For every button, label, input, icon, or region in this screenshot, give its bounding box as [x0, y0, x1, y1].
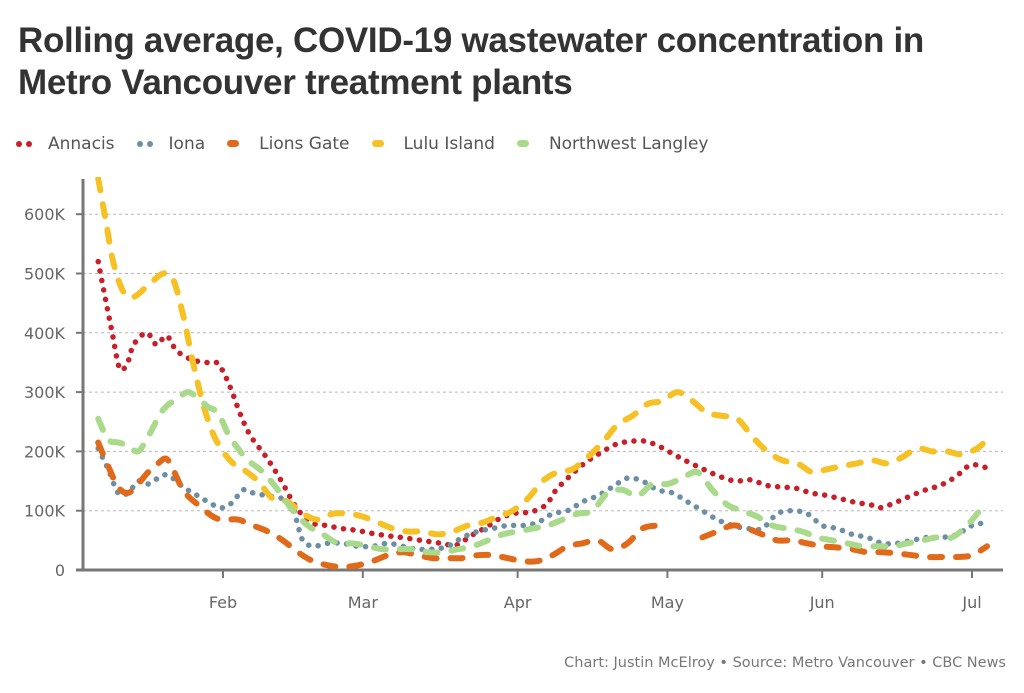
legend-item-iona: Iona: [136, 134, 206, 154]
y-tick-label: 500K: [24, 265, 66, 284]
legend-label: Annacis: [48, 134, 115, 154]
legend-swatch-icon: [371, 140, 390, 148]
series-line-lulu-island: [95, 177, 990, 538]
y-tick-label: 100K: [24, 502, 66, 521]
y-tick-label: 0: [55, 561, 65, 580]
series-group: [95, 177, 990, 571]
chart-plot: 0 100K 200K 300K 400K 500K 600K Feb Mar Apr May Jun…: [24, 177, 1003, 612]
legend: Annacis Iona Lions Gate Lulu Island Northwes…: [16, 132, 730, 156]
x-tick-label: Feb: [209, 593, 237, 612]
chart-title: Rolling average, COVID-19 wastewater con…: [18, 21, 925, 102]
x-tick-label: Mar: [348, 593, 379, 612]
chart-credits: Chart: Justin McElroy • Source: Metro Va…: [564, 655, 1006, 671]
legend-label: Iona: [168, 134, 206, 154]
legend-item-northwest-langley: Northwest Langley: [516, 134, 709, 154]
legend-item-lulu-island: Lulu Island: [371, 134, 495, 154]
legend-swatch-icon: [136, 140, 155, 148]
legend-swatch-icon: [516, 140, 535, 148]
series-line-lions-gate: [699, 522, 990, 561]
legend-item-lions-gate: Lions Gate: [227, 134, 350, 154]
legend-swatch-icon: [16, 140, 34, 148]
x-tick-label: May: [651, 593, 684, 612]
series-line-iona: [95, 445, 990, 553]
y-tick-label: 400K: [24, 324, 66, 343]
legend-label: Lions Gate: [259, 134, 350, 154]
legend-label: Northwest Langley: [548, 134, 709, 154]
x-tick-label: Jun: [809, 593, 835, 612]
y-tick-label: 200K: [24, 442, 66, 461]
legend-label: Lulu Island: [403, 134, 495, 154]
y-tick-label: 300K: [24, 383, 66, 402]
x-tick-label: Jul: [961, 593, 981, 612]
series-line-lions-gate: [95, 439, 661, 571]
x-tick-label: Apr: [504, 593, 532, 612]
legend-swatch-icon: [227, 140, 245, 148]
y-tick-label: 600K: [24, 205, 66, 224]
series-line-northwest-langley: [95, 389, 985, 556]
legend-item-annacis: Annacis: [16, 134, 115, 154]
